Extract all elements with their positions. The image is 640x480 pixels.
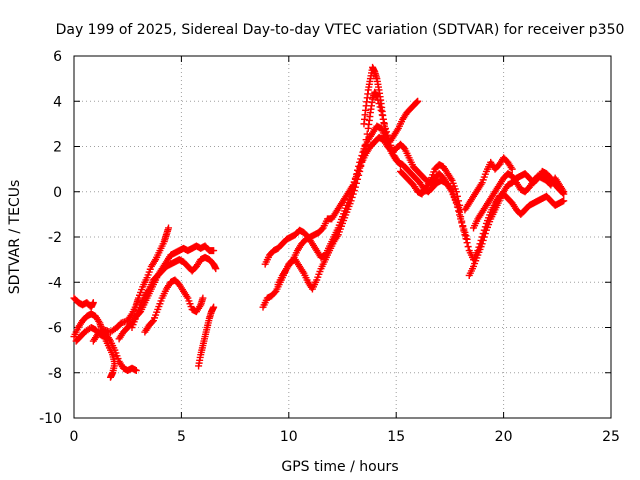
x-tick-label: 25 (602, 429, 620, 445)
x-axis-label: GPS time / hours (281, 459, 398, 475)
y-tick-label: 4 (53, 94, 62, 110)
data-point-marker (460, 225, 468, 233)
data-point-marker (132, 366, 140, 374)
data-point-marker (355, 171, 363, 179)
y-tick-label: -6 (48, 321, 62, 337)
data-point-marker (357, 162, 365, 170)
y-tick-label: 6 (53, 49, 62, 65)
x-tick-label: 0 (70, 429, 79, 445)
data-point-marker (359, 152, 367, 160)
y-tick-label: -10 (39, 411, 62, 427)
data-point-marker (508, 165, 516, 173)
data-point-marker (414, 97, 422, 105)
y-tick-label: -4 (48, 275, 62, 291)
data-point-marker (350, 187, 358, 195)
x-tick-label: 15 (387, 429, 405, 445)
data-point-marker (352, 179, 360, 187)
data-point-marker (354, 175, 362, 183)
data-point-marker (395, 159, 403, 167)
axis-ticks: 0 5 10 15 20 25 -10 -8 -6 -4 -2 0 2 4 6 (39, 49, 620, 445)
data-point-marker (360, 147, 368, 155)
data-point-marker (457, 213, 465, 221)
data-point-marker (165, 224, 173, 232)
y-axis-label: SDTVAR / TECUs (7, 180, 23, 295)
data-point-marker (210, 303, 218, 311)
data-point-marker (454, 197, 462, 205)
data-point-marker (358, 157, 366, 165)
y-tick-label: 2 (53, 140, 62, 156)
data-point-marker (480, 233, 488, 241)
x-tick-label: 5 (177, 429, 186, 445)
data-marks (70, 63, 568, 381)
x-tick-label: 20 (495, 429, 513, 445)
grid-lines (74, 56, 611, 418)
data-point-marker (462, 232, 470, 240)
data-point-marker (362, 136, 370, 144)
data-point-marker (347, 197, 355, 205)
y-tick-label: -2 (48, 230, 62, 246)
data-point-marker (560, 197, 568, 205)
data-point-marker (148, 318, 156, 326)
data-point-marker (452, 188, 460, 196)
data-point-marker (351, 183, 359, 191)
data-point-marker (459, 222, 467, 230)
data-point-marker (481, 230, 489, 238)
data-point-marker (212, 265, 220, 273)
data-point-marker (356, 167, 364, 175)
data-point-marker (348, 193, 356, 201)
data-point-marker (479, 236, 487, 244)
data-point-marker (560, 188, 568, 196)
x-tick-label: 10 (280, 429, 298, 445)
data-point-marker (478, 240, 486, 248)
data-point-marker (396, 161, 404, 169)
data-point-marker (210, 247, 218, 255)
y-tick-label: -8 (48, 366, 62, 382)
data-point-marker (199, 294, 207, 302)
data-point-marker (463, 235, 471, 243)
data-point-marker (461, 228, 469, 236)
data-point-marker (349, 190, 357, 198)
data-point-marker (107, 373, 115, 381)
data-point-marker (458, 217, 466, 225)
chart-title: Day 199 of 2025, Sidereal Day-to-day VTE… (56, 22, 625, 38)
data-point-marker (363, 130, 371, 138)
data-point-marker (456, 201, 464, 209)
data-point-marker (361, 141, 369, 149)
data-point-marker (453, 192, 461, 200)
y-tick-label: 0 (53, 185, 62, 201)
data-point-marker (464, 243, 472, 251)
data-point-marker (89, 299, 97, 307)
